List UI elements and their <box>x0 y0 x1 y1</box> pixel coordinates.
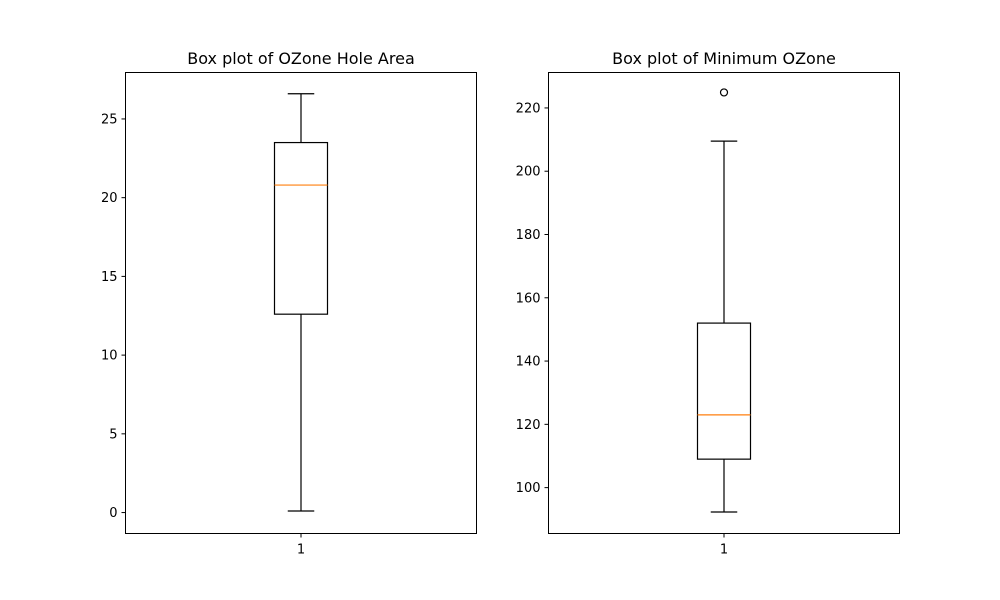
x-tick-label: 1 <box>720 543 728 558</box>
y-tick-label: 25 <box>101 112 118 127</box>
y-tick-label: 100 <box>516 481 541 496</box>
y-tick-label: 200 <box>516 165 541 180</box>
chart-title: Box plot of OZone Hole Area <box>187 49 415 68</box>
outlier-point <box>719 88 729 97</box>
x-tick-label: 1 <box>297 543 305 558</box>
y-tick-label: 5 <box>109 427 117 442</box>
iqr-box <box>273 141 329 315</box>
y-tick-label: 15 <box>101 270 118 285</box>
y-tick-label: 140 <box>516 355 541 370</box>
panel-ozone-hole-area: Box plot of OZone Hole Area 0 5 10 15 20 25 1 <box>101 49 477 558</box>
y-tick-label: 20 <box>101 191 118 206</box>
chart-title: Box plot of Minimum OZone <box>612 49 836 68</box>
y-tick-label: 160 <box>516 291 541 306</box>
y-tick-label: 120 <box>516 418 541 433</box>
y-tick-label: 220 <box>516 101 541 116</box>
panel-minimum-ozone: Box plot of Minimum OZone 100 120 140 160 18… <box>516 49 900 558</box>
iqr-box <box>696 322 752 460</box>
y-tick-label: 0 <box>109 506 117 521</box>
y-tick-label: 10 <box>101 349 118 364</box>
y-tick-label: 180 <box>516 228 541 243</box>
